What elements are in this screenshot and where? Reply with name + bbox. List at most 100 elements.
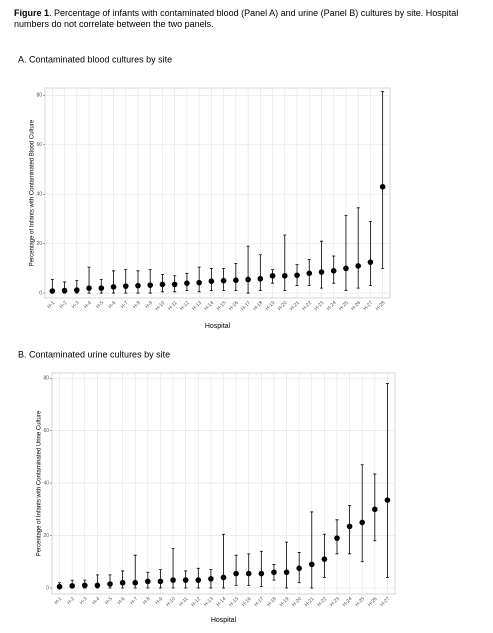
error-bar — [319, 240, 323, 289]
point — [257, 275, 264, 282]
y-tick-label: 80 — [43, 376, 49, 382]
point — [367, 259, 374, 265]
x-axis-label: Hospital — [211, 617, 237, 624]
x-tick-label: H-24 — [342, 596, 354, 608]
x-tick-label: H-3 — [79, 596, 89, 606]
plot-background — [44, 87, 391, 299]
point — [159, 281, 166, 288]
point — [81, 582, 88, 589]
point — [346, 523, 353, 530]
point — [271, 569, 277, 576]
point — [94, 582, 101, 589]
error-bar — [124, 269, 128, 294]
x-tick-label: H-6 — [107, 300, 117, 310]
x-tick-label: H-18 — [252, 300, 264, 312]
caption-text: . Percentage of infants with contaminate… — [14, 8, 459, 29]
y-tick-label: 20 — [36, 241, 42, 247]
x-tick-label: H-3 — [71, 300, 81, 310]
x-tick-label: H-15 — [228, 596, 240, 608]
point — [359, 519, 366, 526]
x-tick-label: H-22 — [301, 300, 313, 312]
point — [308, 561, 315, 568]
error-bar — [360, 464, 364, 563]
point — [330, 268, 337, 274]
error-bar — [348, 504, 352, 555]
x-tick-label: H-8 — [132, 300, 142, 310]
x-tick-label: H-16 — [241, 596, 253, 608]
point — [61, 287, 68, 294]
x-tick-label: H-9 — [144, 300, 154, 310]
point — [107, 581, 113, 587]
point — [208, 575, 214, 582]
x-tick-label: H-17 — [240, 300, 252, 312]
x-tick-label: H-16 — [228, 300, 240, 312]
point — [49, 288, 56, 294]
error-bar — [234, 554, 238, 586]
x-tick-label: H-26 — [350, 300, 362, 312]
x-tick-label: H-13 — [191, 300, 203, 312]
point — [195, 577, 202, 583]
x-tick-label: H-2 — [58, 300, 68, 310]
x-tick-label: H-19 — [264, 300, 276, 312]
x-tick-label: H-9 — [154, 596, 164, 606]
panel-title: B. Contaminated urine cultures by site — [18, 349, 170, 359]
point — [258, 570, 265, 577]
x-tick-label: H-26 — [367, 596, 379, 608]
point — [122, 283, 129, 289]
point — [245, 276, 251, 283]
point — [220, 277, 227, 284]
x-tick-label: H-2 — [66, 596, 76, 606]
point — [196, 279, 202, 286]
x-tick-label: H-5 — [104, 596, 114, 606]
x-tick-label: H-14 — [215, 596, 227, 608]
error-bar — [283, 234, 287, 291]
y-axis-label: Percentage of Infants with Contaminated … — [37, 410, 43, 556]
x-tick-label: H-28 — [375, 300, 387, 312]
error-bar — [322, 533, 326, 578]
x-tick-label: H-20 — [277, 300, 289, 312]
y-tick-label: 60 — [43, 428, 49, 434]
error-bar — [197, 266, 201, 293]
x-tick-label: H-27 — [362, 300, 374, 312]
point — [182, 577, 189, 583]
y-tick-label: 40 — [36, 192, 42, 198]
x-tick-label: H-4 — [83, 300, 93, 310]
point — [74, 287, 80, 293]
x-axis-label: Hospital — [205, 323, 231, 330]
x-tick-label: H-14 — [203, 300, 215, 312]
point — [384, 497, 391, 503]
x-tick-label: H-15 — [216, 300, 228, 312]
error-bar — [259, 550, 263, 588]
point — [184, 280, 190, 286]
point — [245, 570, 252, 577]
point — [135, 282, 141, 289]
point — [379, 184, 386, 190]
point — [294, 272, 300, 279]
x-tick-label: H-7 — [129, 596, 139, 606]
error-bar — [258, 254, 262, 291]
point — [145, 578, 151, 585]
x-tick-label: H-13 — [203, 596, 215, 608]
error-bar — [285, 541, 289, 589]
x-tick-label: H-23 — [313, 300, 325, 312]
y-tick-label: 60 — [36, 142, 42, 148]
x-tick-label: H-11 — [167, 300, 179, 312]
x-tick-label: H-6 — [117, 596, 127, 606]
caption-label: Figure 1 — [14, 8, 50, 18]
point — [334, 535, 340, 541]
x-tick-label: H-11 — [178, 596, 190, 608]
x-tick-label: H-12 — [179, 300, 191, 312]
error-bar — [344, 214, 348, 291]
x-tick-label: H-10 — [165, 596, 177, 608]
y-tick-label: 80 — [36, 93, 42, 99]
x-tick-label: H-20 — [291, 596, 303, 608]
point — [355, 263, 361, 269]
error-bar — [136, 270, 140, 294]
x-tick-label: H-19 — [278, 596, 290, 608]
point — [119, 579, 126, 586]
point — [233, 570, 239, 577]
point — [147, 282, 154, 288]
point — [69, 583, 75, 589]
